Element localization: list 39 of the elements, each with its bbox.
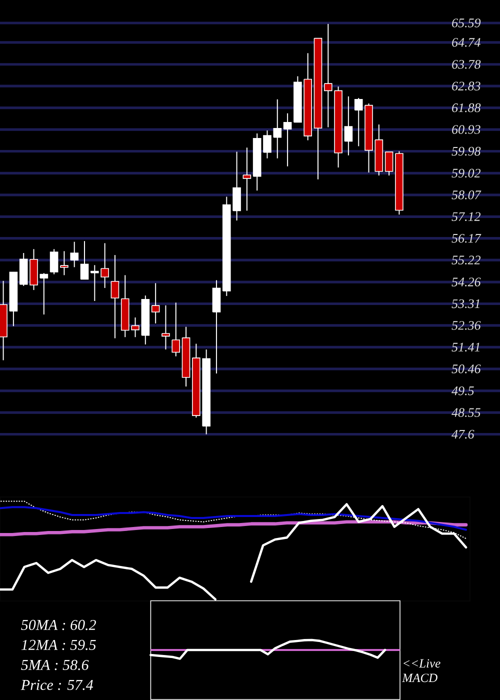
text: 50MA : 60.2 [21,620,96,630]
y-tick-label: 63.78 [452,60,481,69]
y-tick-label: 60.93 [452,125,480,134]
y-tick-label: 56.17 [452,234,482,243]
y-tick-label: 55.22 [452,256,480,264]
text: 5MA : 58.6 [21,660,89,670]
y-tick-label: 54.26 [452,278,481,286]
y-tick-label: 65.59 [452,18,481,28]
y-tick-label: 62.83 [452,82,480,91]
y-tick-label: 58.07 [452,190,482,200]
candlestick [50,248,58,275]
y-tick-label: 48.55 [452,408,480,417]
candlestick [283,112,292,167]
y-tick-label: 61.88 [452,103,481,112]
y-tick-label: 52.36 [452,321,481,330]
y-tick-label: 59.02 [452,168,480,178]
candlestick [110,254,120,339]
candlestick [162,304,170,350]
y-tick-label: 59.98 [452,146,481,156]
y-tick-label: 53.31 [452,299,480,308]
y-tick-label: 49.5 [452,386,474,396]
y-tick-label: 47.6 [452,430,474,439]
candlestick [344,96,353,156]
candlestick [212,280,221,374]
text: <<Live MACD [402,659,440,682]
candlestick [151,282,160,324]
candlestick [70,241,79,268]
y-tick-label: 64.74 [452,38,480,47]
y-tick-label: 50.46 [452,364,481,374]
candlestick [60,250,68,276]
text: 12MA : 59.5 [21,640,96,650]
text: Price : 57.4 [20,680,94,690]
y-tick-label: 57.12 [452,212,480,222]
candlestick [40,272,48,315]
candlestick [384,151,394,176]
candlestick [80,240,89,280]
candlestick [172,302,180,357]
y-tick-label: 51.41 [452,342,480,352]
candlestick [242,147,252,212]
